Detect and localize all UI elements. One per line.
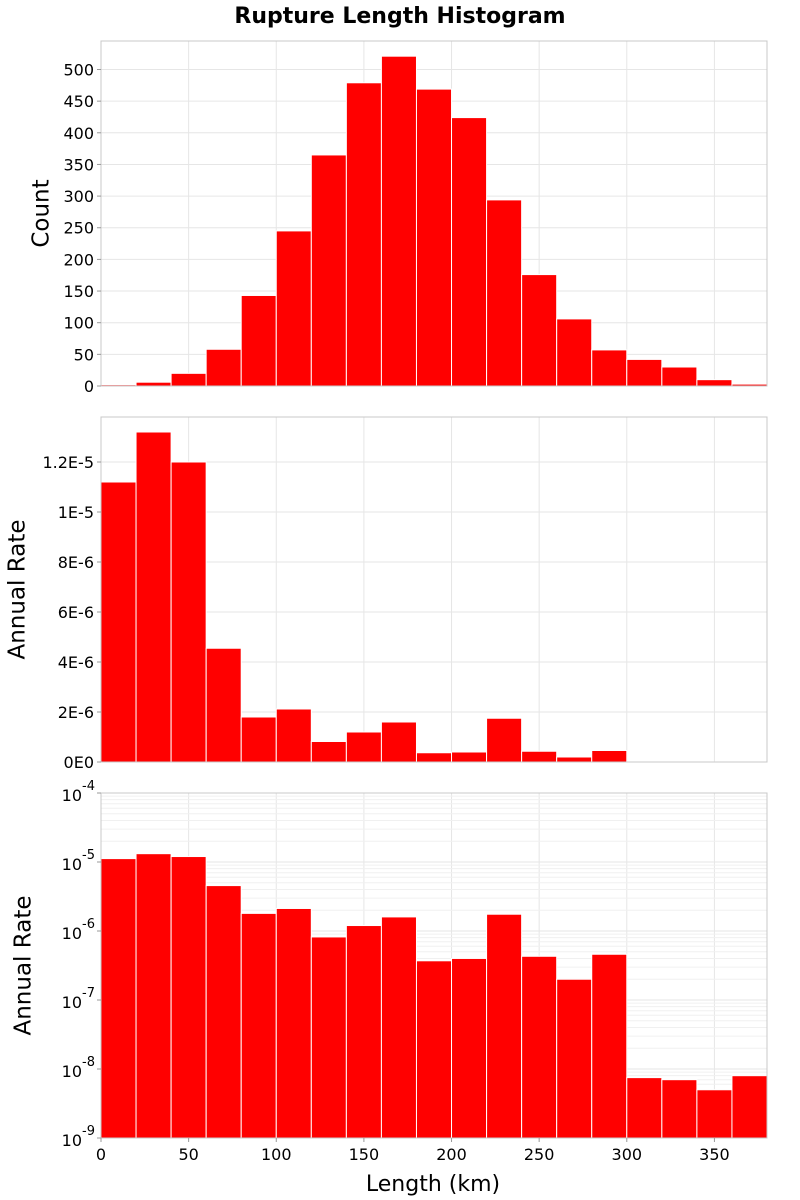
- histogram-bar: [731, 1075, 768, 1139]
- histogram-bar: [240, 912, 277, 1139]
- histogram-bar: [345, 82, 382, 387]
- histogram-bar: [170, 461, 207, 763]
- x-axis-label: Length (km): [366, 1172, 500, 1197]
- y-tick-label: 1.2E-5: [42, 453, 94, 472]
- histogram-bar: [380, 55, 417, 387]
- histogram-bar: [521, 274, 558, 387]
- x-tick-label: 200: [436, 1145, 467, 1164]
- histogram-bar: [380, 916, 417, 1139]
- histogram-bar: [415, 752, 453, 763]
- histogram-bar: [591, 750, 628, 763]
- y-tick-label: 0E0: [64, 753, 94, 772]
- histogram-bar: [521, 750, 558, 763]
- histogram-bar: [205, 885, 242, 1139]
- histogram-bar: [240, 294, 277, 387]
- histogram-bar: [310, 154, 347, 387]
- histogram-bar: [275, 230, 312, 387]
- histogram-bar: [486, 199, 523, 387]
- y-tick-label: 200: [63, 250, 94, 269]
- y-axis-label: Annual Rate: [5, 520, 31, 660]
- y-tick-label: 10-9: [62, 1124, 95, 1150]
- plot-frame: [100, 416, 768, 763]
- y-tick-label: 0: [84, 377, 94, 396]
- histogram-bar: [661, 366, 698, 387]
- histogram-bar: [451, 117, 488, 387]
- y-tick-label: 6E-6: [58, 603, 94, 622]
- histogram-bar: [345, 731, 382, 763]
- count-histogram-panel: 0 50 100 150 200 250 300 350 400 450 500 Count: [29, 40, 768, 396]
- y-axis-label: Count: [29, 179, 55, 247]
- histogram-bar: [275, 907, 312, 1139]
- y-tick-label: 10-5: [62, 848, 95, 874]
- histogram-bar: [380, 721, 417, 763]
- histogram-bar: [451, 957, 488, 1139]
- histogram-bar: [345, 925, 382, 1139]
- histogram-bar: [135, 431, 172, 763]
- histogram-bar: [486, 717, 523, 763]
- histogram-bar: [205, 647, 242, 763]
- histogram-bar: [696, 379, 733, 387]
- x-tick-label: 150: [349, 1145, 380, 1164]
- histogram-bar: [170, 372, 207, 387]
- y-tick-label: 8E-6: [58, 553, 94, 572]
- histogram-bar: [661, 1079, 698, 1139]
- y-tick-label: 10-7: [62, 986, 95, 1012]
- histogram-bar: [100, 858, 137, 1139]
- histogram-bar: [170, 856, 207, 1139]
- histogram-bar: [240, 716, 277, 763]
- histogram-bar: [486, 913, 523, 1139]
- histogram-bar: [591, 953, 628, 1139]
- histogram-bar: [626, 358, 663, 387]
- plot-frame: [100, 40, 768, 387]
- x-tick-label: 250: [524, 1145, 555, 1164]
- histogram-bar: [521, 955, 558, 1139]
- y-tick-label: 2E-6: [58, 703, 94, 722]
- y-tick-label: 10-8: [62, 1055, 95, 1081]
- histogram-bar: [591, 349, 628, 387]
- y-tick-label: 350: [63, 155, 94, 174]
- histogram-bar: [696, 1089, 733, 1139]
- histogram-bar: [275, 708, 312, 763]
- y-tick-label: 500: [63, 60, 94, 79]
- histogram-bar: [415, 960, 453, 1139]
- x-tick-label: 0: [96, 1145, 106, 1164]
- y-tick-label: 50: [74, 345, 94, 364]
- y-tick-label: 250: [63, 219, 94, 238]
- x-tick-label: 100: [261, 1145, 292, 1164]
- plot-frame: [100, 792, 768, 1139]
- y-tick-label: 1E-5: [58, 503, 94, 522]
- y-tick-label: 4E-6: [58, 653, 94, 672]
- y-tick-label: 10-6: [62, 917, 95, 943]
- y-tick-label: 300: [63, 187, 94, 206]
- annual-rate-linear-panel: 0E0 2E-6 4E-6 6E-6 8E-6 1E-5 1.2E-5 Annual Rate: [5, 416, 768, 772]
- histogram-bar: [451, 751, 488, 763]
- histogram-bar: [310, 936, 347, 1139]
- histogram-bar: [135, 853, 172, 1139]
- y-tick-label: 450: [63, 92, 94, 111]
- chart-title: Rupture Length Histogram: [234, 4, 565, 29]
- histogram-bar: [556, 756, 593, 763]
- x-tick-label: 350: [699, 1145, 730, 1164]
- histogram-bar: [100, 481, 137, 763]
- histogram-bar: [415, 88, 453, 387]
- histogram-bar: [205, 348, 242, 387]
- x-tick-label: 50: [178, 1145, 198, 1164]
- x-tick-label: 300: [612, 1145, 643, 1164]
- y-tick-label: 400: [63, 124, 94, 143]
- y-tick-label: 150: [63, 282, 94, 301]
- y-tick-label: 100: [63, 314, 94, 333]
- y-tick-label: 10-4: [62, 779, 95, 805]
- histogram-bar: [135, 381, 172, 387]
- histogram-bar: [556, 978, 593, 1139]
- y-axis-label: Annual Rate: [11, 896, 37, 1036]
- histogram-bar: [626, 1077, 663, 1139]
- annual-rate-log-panel: 10-9 10-8 10-7 10-6 10-5 10-4 0 50 100 150 200 250 3…: [11, 779, 768, 1164]
- histogram-bar: [310, 741, 347, 763]
- histogram-bar: [556, 318, 593, 387]
